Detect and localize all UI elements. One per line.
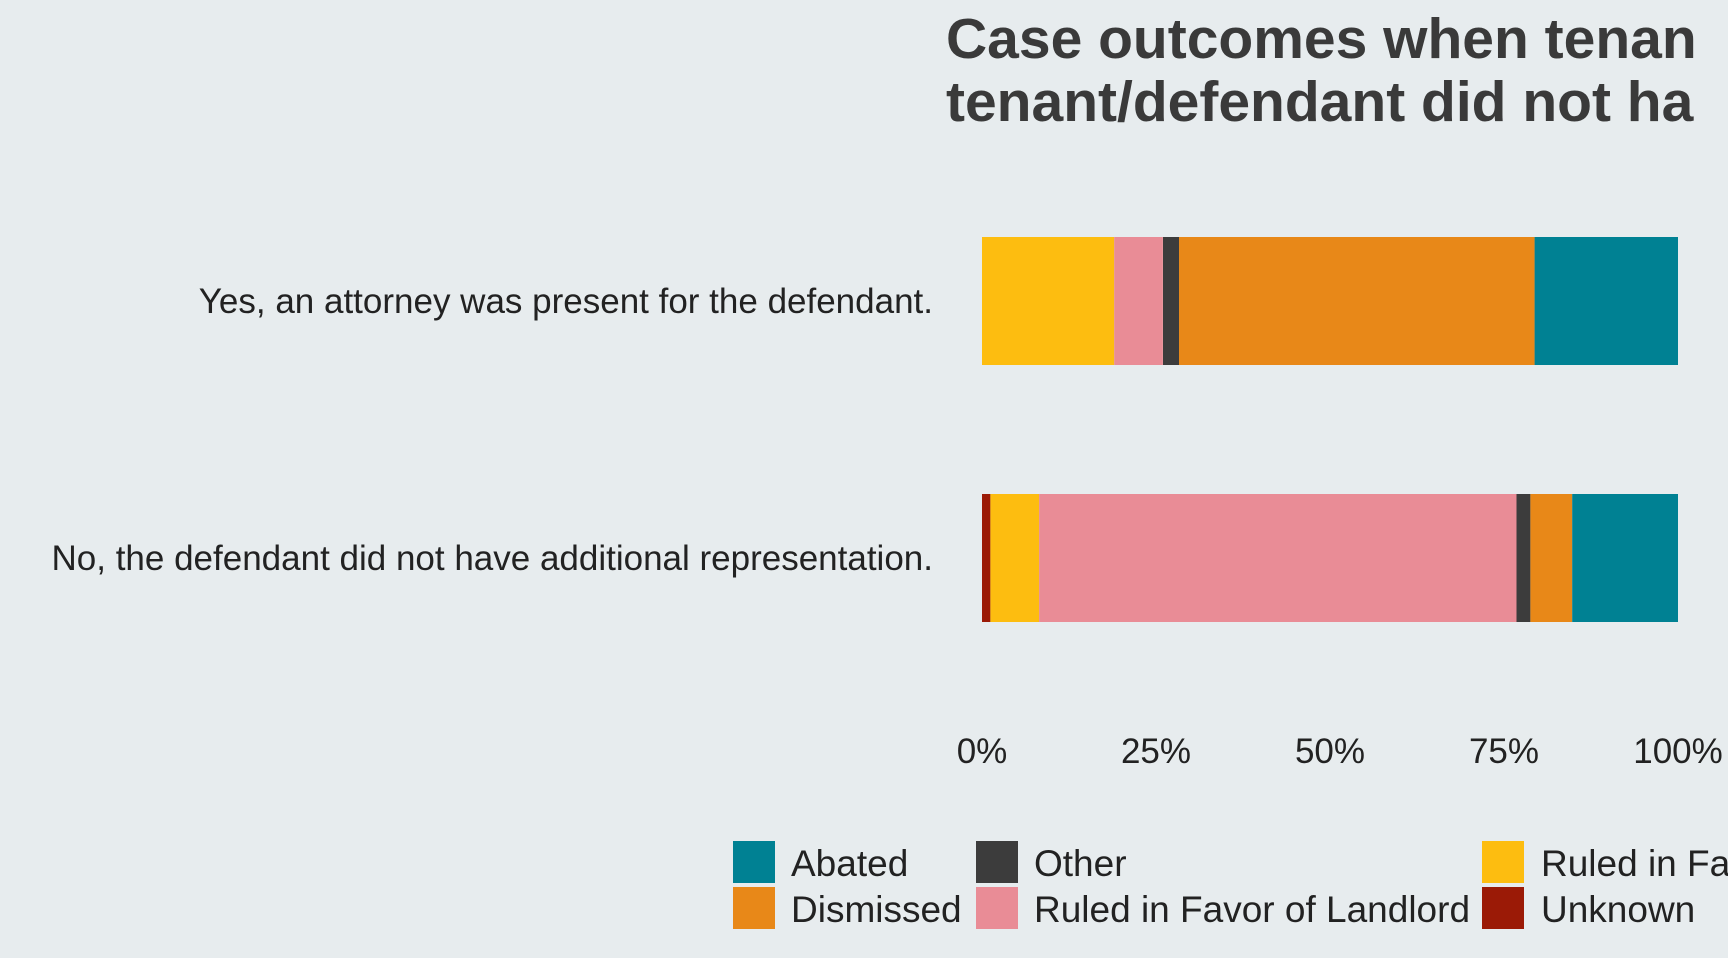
chart-title-line: tenant/defendant did not ha <box>946 70 1695 134</box>
legend-swatch <box>976 841 1018 883</box>
x-tick-label: 50% <box>1295 732 1365 771</box>
legend-label: Ruled in Favor of Landlord <box>1034 889 1470 930</box>
legend: Abated Dismissed Other Ruled in Favor of La… <box>733 841 1728 930</box>
bar-segment <box>1572 494 1678 622</box>
category-label: Yes, an attorney was present for the def… <box>199 282 933 321</box>
x-tick-label: 100% <box>1633 732 1723 771</box>
category-labels: Yes, an attorney was present for the def… <box>52 282 933 578</box>
bar-segment <box>1179 237 1535 365</box>
bar-segment <box>1530 494 1573 622</box>
chart-title-line: Case outcomes when tenan <box>946 7 1697 71</box>
x-axis-ticks: 0% 25% 50% 75% 100% <box>957 732 1723 771</box>
bar-segment <box>1163 237 1179 365</box>
bars-group <box>982 237 1678 622</box>
legend-label: Dismissed <box>791 889 962 930</box>
x-tick-label: 0% <box>957 732 1008 771</box>
legend-label: Abated <box>791 843 908 884</box>
bar-segment <box>982 237 1115 365</box>
legend-swatch <box>976 887 1018 929</box>
legend-label: Other <box>1034 843 1127 884</box>
bar-segment <box>990 494 1040 622</box>
bar-segment <box>1039 494 1517 622</box>
legend-swatch <box>1482 841 1524 883</box>
bar-segment <box>982 494 991 622</box>
legend-swatch <box>733 887 775 929</box>
bar-segment <box>1516 494 1531 622</box>
legend-label: Ruled in Fa <box>1541 843 1728 884</box>
bar-segment <box>1114 237 1163 365</box>
chart-title: Case outcomes when tenantenant/defendant… <box>946 7 1697 134</box>
legend-swatch <box>1482 887 1524 929</box>
x-tick-label: 75% <box>1469 732 1539 771</box>
x-tick-label: 25% <box>1121 732 1191 771</box>
category-label: No, the defendant did not have additiona… <box>52 539 933 578</box>
legend-label: Unknown <box>1541 889 1695 930</box>
legend-swatch <box>733 841 775 883</box>
bar-segment <box>1534 237 1678 365</box>
